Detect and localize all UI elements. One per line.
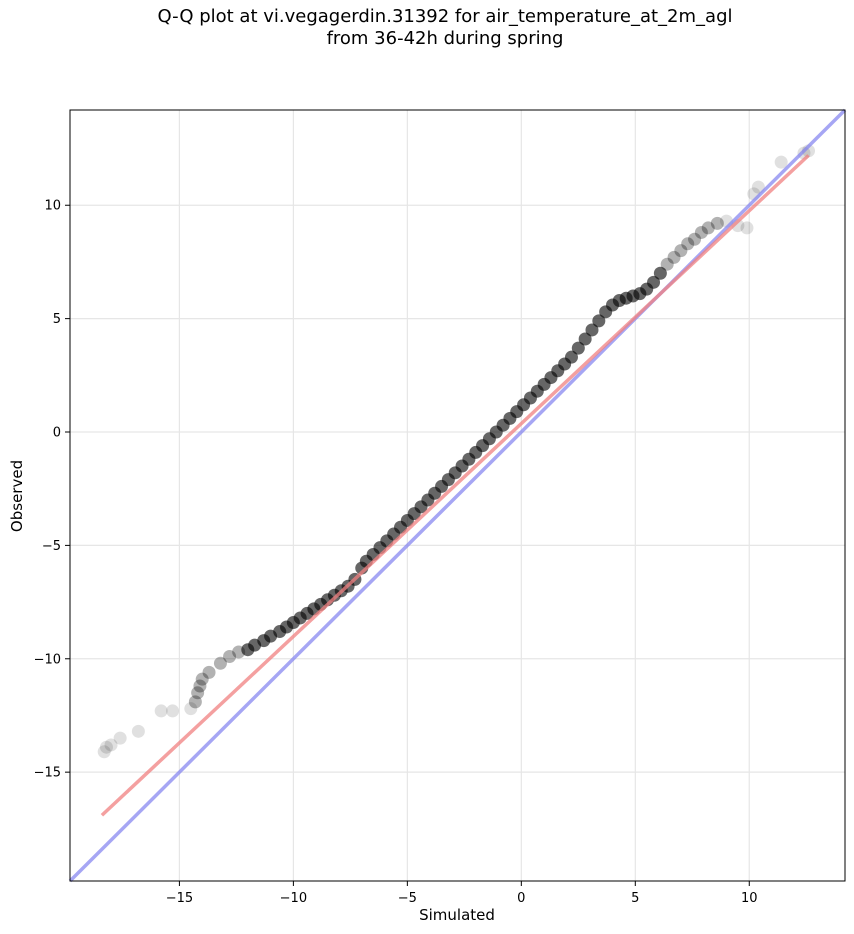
data-point: [751, 180, 765, 194]
data-point: [647, 275, 661, 289]
data-point: [694, 225, 708, 239]
data-points: [97, 144, 816, 759]
x-axis-ticks: −15 −10 −5 0 5 10: [166, 881, 758, 906]
data-point: [188, 695, 202, 709]
y-tick-label: −15: [34, 766, 61, 781]
data-point: [578, 332, 592, 346]
y-tick-label: 10: [44, 199, 61, 214]
data-point: [191, 686, 205, 700]
data-point: [113, 731, 127, 745]
data-point: [688, 232, 702, 246]
data-point: [653, 266, 667, 280]
x-tick-label: −15: [166, 891, 193, 906]
x-tick-label: 5: [631, 891, 639, 906]
data-point: [774, 155, 788, 169]
data-point: [681, 237, 695, 251]
x-tick-label: 0: [517, 891, 525, 906]
fit-line: [100, 154, 810, 817]
data-point: [710, 216, 724, 230]
plot-frame: [69, 109, 846, 882]
data-point: [592, 314, 606, 328]
data-point: [99, 740, 113, 754]
data-point: [667, 250, 681, 264]
data-point: [701, 221, 715, 235]
grid-lines: [70, 110, 845, 881]
y-tick-label: 0: [53, 426, 61, 441]
data-point: [166, 704, 180, 718]
y-tick-label: 5: [53, 312, 61, 327]
chart-title: Q-Q plot at vi.vegagerdin.31392 for air_…: [157, 6, 733, 27]
x-tick-label: −10: [280, 891, 307, 906]
x-axis-label: Simulated: [419, 906, 495, 924]
data-point: [154, 704, 168, 718]
data-point: [97, 745, 111, 759]
x-tick-label: 10: [741, 891, 758, 906]
data-point: [740, 221, 754, 235]
data-point: [564, 350, 578, 364]
data-point: [184, 702, 198, 716]
chart-title-block: Q-Q plot at vi.vegagerdin.31392 for air_…: [0, 6, 854, 50]
data-point: [213, 656, 227, 670]
data-point: [193, 679, 207, 693]
y-axis-ticks: −15 −10 −5 0 5 10: [34, 199, 70, 781]
data-point: [131, 724, 145, 738]
x-tick-label: −5: [398, 891, 417, 906]
data-point: [660, 257, 674, 271]
data-point: [104, 738, 118, 752]
chart-subtitle: from 36-42h during spring: [326, 28, 564, 49]
data-point: [202, 665, 216, 679]
identity-line: [68, 108, 847, 883]
data-point: [223, 650, 237, 664]
data-point: [585, 323, 599, 337]
data-point: [571, 341, 585, 355]
data-point: [674, 244, 688, 258]
y-axis-label: Observed: [8, 460, 26, 532]
y-tick-label: −10: [34, 652, 61, 667]
data-point: [195, 672, 209, 686]
y-tick-label: −5: [42, 539, 61, 554]
reference-lines: [68, 108, 847, 883]
